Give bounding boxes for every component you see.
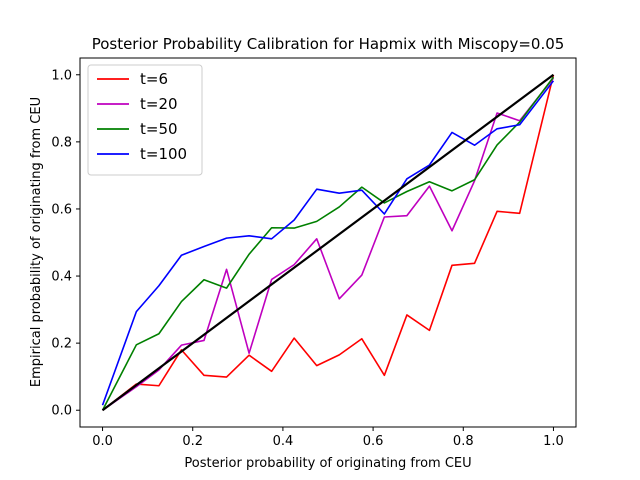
y-tick-label: 0.4 <box>51 270 72 285</box>
series-line-t-50 <box>101 76 555 411</box>
reference-diagonal-line <box>101 73 555 412</box>
series-line-t-6 <box>102 74 555 411</box>
y-tick-label: 1.0 <box>51 68 72 83</box>
legend-label: t=50 <box>140 120 178 138</box>
x-tick-label: 0.4 <box>273 434 294 449</box>
x-tick-label: 1.0 <box>543 434 564 449</box>
y-axis: 0.0 0.2 0.4 0.6 0.8 1.0 <box>51 68 80 419</box>
chart-title: Posterior Probability Calibration for Ha… <box>92 35 565 53</box>
plot-area <box>101 73 555 412</box>
x-tick-label: 0.0 <box>92 434 113 449</box>
y-tick-label: 0.8 <box>51 135 72 150</box>
legend-label: t=100 <box>140 145 187 163</box>
series-line-t-20 <box>102 77 555 411</box>
x-axis-label: Posterior probability of originating fro… <box>184 456 471 471</box>
legend-label: t=6 <box>140 70 168 88</box>
legend-box <box>87 64 203 176</box>
legend: t=6 t=20 t=50 t=100 <box>87 64 203 176</box>
y-tick-label: 0.0 <box>51 404 72 419</box>
y-tick-label: 0.2 <box>51 337 72 352</box>
legend-label: t=20 <box>140 95 178 113</box>
y-tick-label: 0.6 <box>51 202 72 217</box>
x-tick-label: 0.6 <box>363 434 384 449</box>
x-tick-label: 0.8 <box>453 434 474 449</box>
x-tick-label: 0.2 <box>182 434 203 449</box>
y-axis-label: Empirical probability of originating fro… <box>29 97 44 387</box>
series-line-t-100 <box>101 80 555 406</box>
x-axis: 0.0 0.2 0.4 0.6 0.8 1.0 <box>92 427 564 449</box>
plot-frame <box>79 57 577 428</box>
